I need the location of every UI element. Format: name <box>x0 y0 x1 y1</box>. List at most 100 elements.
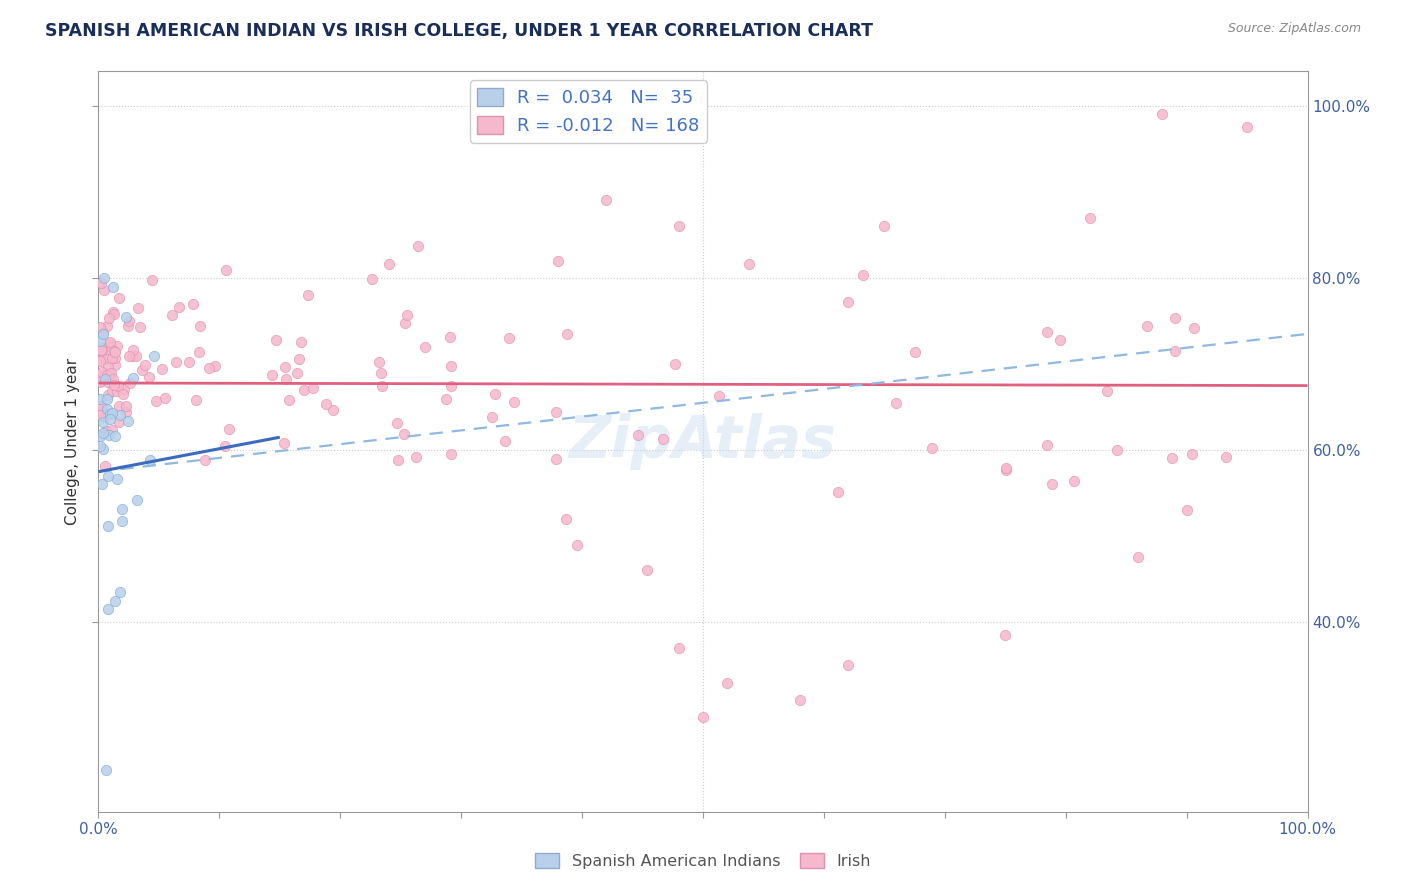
Point <box>96 352 118 367</box>
Point <box>134 358 156 372</box>
Point <box>852 268 875 282</box>
Point <box>112 382 135 396</box>
Point <box>484 387 506 401</box>
Point <box>89 376 111 390</box>
Point <box>138 370 160 384</box>
Point <box>1184 321 1206 335</box>
Point <box>107 415 129 429</box>
Point <box>995 463 1018 477</box>
Point <box>97 428 120 442</box>
Point <box>91 326 114 340</box>
Point <box>278 392 301 407</box>
Point <box>153 391 176 405</box>
Point <box>91 327 114 342</box>
Point <box>361 272 384 286</box>
Point <box>434 392 457 406</box>
Point <box>1063 474 1085 488</box>
Point <box>90 343 112 358</box>
Point <box>1161 450 1184 465</box>
Point <box>108 292 131 306</box>
Point <box>737 257 759 271</box>
Point <box>89 320 111 334</box>
Point <box>93 349 115 363</box>
Legend: R =  0.034   N=  35, R = -0.012   N= 168: R = 0.034 N= 35, R = -0.012 N= 168 <box>470 80 707 143</box>
Point <box>994 461 1017 475</box>
Point <box>105 339 128 353</box>
Point <box>101 279 124 293</box>
Point <box>89 408 111 422</box>
Point <box>93 459 115 474</box>
Point <box>89 392 111 406</box>
Point <box>194 452 217 467</box>
Point <box>405 450 427 464</box>
Point <box>94 372 117 386</box>
Point <box>503 395 526 409</box>
Point <box>1049 333 1071 347</box>
Point <box>98 336 121 351</box>
Point <box>837 294 859 309</box>
Point <box>108 400 131 414</box>
Point <box>90 340 112 354</box>
Point <box>89 374 111 388</box>
Point <box>94 424 117 438</box>
Point <box>565 538 588 552</box>
Point <box>141 273 163 287</box>
Point <box>1078 211 1101 225</box>
Point <box>1215 450 1237 465</box>
Point <box>827 485 849 500</box>
Point <box>1164 344 1187 359</box>
Point <box>98 407 121 421</box>
Point <box>668 641 690 656</box>
Point <box>1152 107 1174 121</box>
Point <box>322 403 344 417</box>
Point <box>1175 502 1198 516</box>
Point <box>276 372 298 386</box>
Point <box>214 440 236 454</box>
Point <box>371 378 394 392</box>
Point <box>90 477 112 491</box>
Point <box>273 359 295 374</box>
Point <box>494 434 516 449</box>
Point <box>627 427 650 442</box>
Point <box>108 585 131 599</box>
Point <box>131 362 153 376</box>
Point <box>103 378 125 392</box>
Point <box>96 318 118 333</box>
Point <box>104 594 127 608</box>
Point <box>392 427 415 442</box>
Point <box>177 355 200 369</box>
Point <box>122 343 145 357</box>
Point <box>96 392 118 407</box>
Point <box>145 394 167 409</box>
Point <box>264 333 287 347</box>
Point <box>1107 443 1129 458</box>
Point <box>184 392 207 407</box>
Point <box>440 447 463 461</box>
Point <box>139 453 162 467</box>
Point <box>104 351 127 365</box>
Point <box>111 501 134 516</box>
Point <box>884 395 907 409</box>
Point <box>408 239 430 253</box>
Point <box>664 357 686 371</box>
Point <box>1164 310 1187 325</box>
Point <box>105 384 128 398</box>
Point <box>114 405 136 419</box>
Text: Source: ZipAtlas.com: Source: ZipAtlas.com <box>1227 22 1361 36</box>
Point <box>89 439 111 453</box>
Point <box>498 331 520 345</box>
Text: ZipAtlas: ZipAtlas <box>569 413 837 470</box>
Point <box>93 409 115 424</box>
Point <box>554 511 576 525</box>
Point <box>481 410 503 425</box>
Point <box>127 301 149 315</box>
Point <box>921 442 943 456</box>
Point <box>707 389 730 403</box>
Point <box>118 350 141 364</box>
Point <box>114 399 136 413</box>
Point <box>103 343 125 358</box>
Point <box>98 368 121 383</box>
Point <box>288 352 311 367</box>
Point <box>204 359 226 373</box>
Point <box>652 432 675 446</box>
